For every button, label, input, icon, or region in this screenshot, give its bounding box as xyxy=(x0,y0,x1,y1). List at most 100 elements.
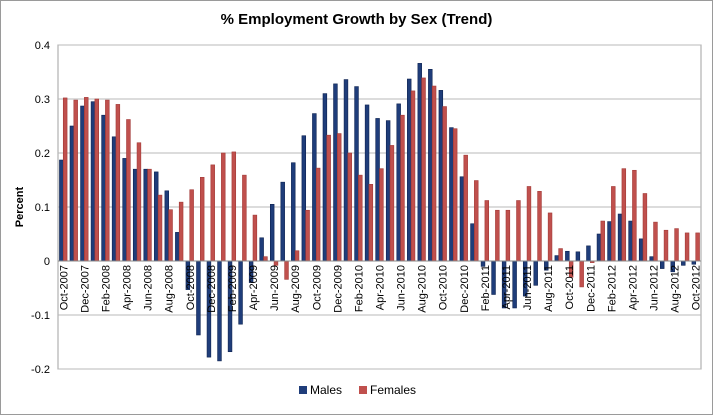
bar-females xyxy=(474,180,479,262)
bar-females xyxy=(431,85,437,262)
bar-males xyxy=(111,136,117,262)
bar-females xyxy=(315,167,321,262)
bar-females xyxy=(115,104,121,262)
bar-females xyxy=(600,220,605,262)
x-tick-label: Dec-2009 xyxy=(332,265,344,313)
bar-males xyxy=(628,220,633,262)
bar-females xyxy=(558,248,563,262)
bar-females xyxy=(547,212,553,262)
bar-females xyxy=(368,184,374,262)
bar-males xyxy=(164,190,169,262)
bar-males xyxy=(259,237,264,262)
x-tick-label: Aug-2009 xyxy=(290,265,302,313)
bar-males xyxy=(554,255,559,262)
bar-females xyxy=(400,114,405,262)
bar-females xyxy=(452,128,458,262)
bar-males xyxy=(470,223,475,262)
bar-females xyxy=(484,200,490,262)
x-tick-label: Oct-2009 xyxy=(311,265,323,310)
bar-males xyxy=(396,103,401,262)
bar-females xyxy=(62,97,68,262)
bar-females xyxy=(410,90,416,262)
bar-females xyxy=(579,260,584,288)
bar-females xyxy=(621,168,627,262)
bar-males xyxy=(291,162,296,262)
bar-males xyxy=(385,120,391,262)
bar-males xyxy=(143,168,148,262)
y-tick-label: -0.2 xyxy=(31,364,50,376)
x-tick-label: Dec-2010 xyxy=(459,265,471,313)
bar-females xyxy=(379,168,384,262)
y-tick-label: 0.2 xyxy=(35,148,50,160)
y-tick-label: 0 xyxy=(44,256,50,268)
bar-males xyxy=(269,204,275,262)
bar-females xyxy=(294,250,300,262)
y-tick-label: -0.1 xyxy=(31,310,50,322)
bar-females xyxy=(189,189,194,262)
bar-males xyxy=(312,113,317,262)
x-tick-label: Feb-2010 xyxy=(353,265,365,312)
bar-males xyxy=(375,118,380,262)
bar-females xyxy=(358,174,363,262)
x-tick-label: Oct-2012 xyxy=(691,265,703,310)
x-tick-label: Feb-2012 xyxy=(606,265,618,312)
x-tick-label: Aug-2012 xyxy=(670,265,682,313)
bar-females xyxy=(273,260,279,266)
bar-females xyxy=(305,209,310,262)
x-tick-label: Oct-2007 xyxy=(58,265,70,310)
x-tick-label: Feb-2008 xyxy=(100,265,112,312)
x-tick-label: Oct-2011 xyxy=(564,265,576,309)
bar-males xyxy=(575,251,581,262)
x-tick-label: Apr-2008 xyxy=(122,265,134,310)
bar-females xyxy=(210,164,215,262)
bar-males xyxy=(638,238,644,262)
bar-females xyxy=(389,145,395,262)
x-tick-label: Apr-2011 xyxy=(501,265,513,309)
x-tick-label: Apr-2012 xyxy=(627,265,639,310)
bar-males xyxy=(417,63,422,262)
bar-females xyxy=(221,152,226,262)
bar-females xyxy=(347,152,352,262)
legend-label-males: Males xyxy=(310,383,342,397)
bar-males xyxy=(175,232,180,262)
bar-males xyxy=(122,158,127,262)
x-tick-label: Oct-2010 xyxy=(438,265,450,310)
bar-females xyxy=(495,209,500,262)
bar-males xyxy=(428,69,433,262)
bar-males xyxy=(586,245,591,262)
x-tick-label: Oct-2008 xyxy=(185,265,197,310)
bar-males xyxy=(196,260,201,336)
bar-males xyxy=(322,93,328,262)
x-tick-label: Apr-2010 xyxy=(375,265,387,310)
bar-females xyxy=(684,232,690,262)
bar-males xyxy=(238,260,243,325)
bar-females xyxy=(537,191,542,262)
bar-females xyxy=(653,221,658,262)
bar-females xyxy=(84,97,89,262)
bar-males xyxy=(681,260,686,266)
bar-males xyxy=(80,105,85,262)
x-tick-label: Feb-2011 xyxy=(480,265,492,311)
bar-males xyxy=(333,83,338,262)
bar-females xyxy=(126,119,131,262)
x-tick-label: Feb-2009 xyxy=(227,265,239,312)
bar-females xyxy=(337,133,342,262)
x-tick-label: Jun-2009 xyxy=(269,265,281,311)
y-tick-label: 0.3 xyxy=(35,94,50,106)
x-tick-label: Aug-2011 xyxy=(543,265,555,312)
x-tick-label: Dec-2011 xyxy=(585,265,597,312)
bar-males xyxy=(512,260,517,309)
x-tick-label: Aug-2008 xyxy=(164,265,176,313)
bar-males xyxy=(364,104,370,262)
bar-males xyxy=(354,86,359,262)
bar-males xyxy=(649,256,654,262)
legend-swatch-females xyxy=(359,386,367,394)
bar-males xyxy=(596,233,602,262)
bar-males xyxy=(533,260,538,286)
bar-males xyxy=(449,127,454,262)
bar-males xyxy=(407,78,412,262)
x-tick-label: Jun-2010 xyxy=(396,265,408,311)
y-tick-label: 0.1 xyxy=(35,202,50,214)
